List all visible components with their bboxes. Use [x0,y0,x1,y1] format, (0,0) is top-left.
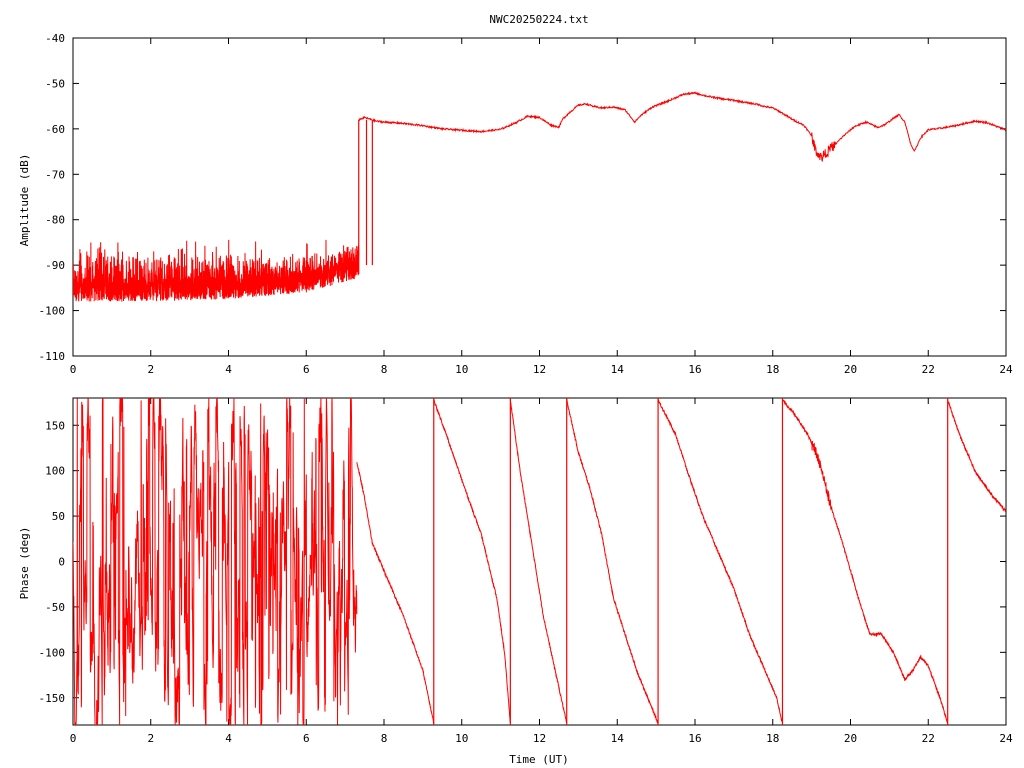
phase-x-tick-label: 4 [225,732,232,745]
phase-x-tick-label: 2 [147,732,154,745]
amplitude-x-tick-label: 4 [225,363,232,376]
phase-y-tick-label: 50 [52,510,65,523]
phase-x-tick-label: 16 [688,732,701,745]
phase-trace-segment [356,462,435,725]
amplitude-x-tick-label: 18 [766,363,779,376]
phase-axis-label: Phase (deg) [18,527,31,600]
phase-x-tick-label: 18 [766,732,779,745]
phase-x-tick-label: 0 [70,732,77,745]
amplitude-y-tick-label: -60 [45,123,65,136]
amplitude-x-tick-label: 2 [147,363,154,376]
amplitude-x-tick-label: 20 [844,363,857,376]
phase-x-tick-label: 22 [922,732,935,745]
phase-trace-segment [947,399,1006,513]
phase-x-tick-label: 14 [611,732,625,745]
phase-x-tick-label: 8 [381,732,388,745]
phase-y-tick-label: 0 [58,556,65,569]
phase-noise-trace [73,398,358,725]
amplitude-x-tick-label: 0 [70,363,77,376]
amplitude-chart: -40-50-60-70-80-90-100-110 0 2 4 6 8 10 12 14 16… [18,32,1013,376]
phase-y-tick-label: -100 [39,646,66,659]
phase-trace-segment [433,399,511,723]
phase-y-tick-label: -150 [39,692,66,705]
amplitude-plot-frame [72,37,1007,357]
chart-title: NWC20250224.txt [489,13,588,26]
time-axis-label: Time (UT) [509,753,569,766]
phase-series [73,398,1006,725]
phase-trace-segment [566,398,659,724]
phase-trace-segment [657,399,783,724]
amplitude-x-tick-label: 12 [533,363,546,376]
phase-y-ticks: 150 100 50 0 -50 -100 -150 [39,419,1006,705]
amplitude-y-tick-label: -50 [45,77,65,90]
amplitude-x-tick-label: 22 [922,363,935,376]
amplitude-trace [358,91,1006,162]
amplitude-x-tick-label: 10 [455,363,468,376]
phase-x-tick-label: 24 [999,732,1013,745]
phase-x-ticks: 0 2 4 6 8 10 12 14 16 18 20 22 24 [70,398,1013,745]
phase-y-tick-label: -50 [45,601,65,614]
phase-x-tick-label: 6 [303,732,310,745]
amplitude-x-ticks: 0 2 4 6 8 10 12 14 16 18 20 22 24 [70,38,1013,376]
amplitude-series [73,91,1006,302]
phase-trace-segment [782,399,949,724]
amplitude-y-tick-label: -90 [45,259,65,272]
amplitude-x-tick-label: 8 [381,363,388,376]
phase-x-tick-label: 20 [844,732,857,745]
amplitude-y-tick-label: -40 [45,32,65,45]
phase-x-tick-label: 10 [455,732,468,745]
phase-y-tick-label: 150 [45,419,65,432]
amplitude-y-ticks: -40 -50 -60 -70 -80 -90 -100 -110 [39,32,1006,363]
amplitude-y-tick-label: -100 [39,305,66,318]
amplitude-x-tick-label: 16 [688,363,701,376]
amplitude-y-tick-label: -70 [45,168,65,181]
phase-plot-frame [72,397,1007,726]
amplitude-axis-label: Amplitude (dB) [18,154,31,247]
phase-trace-segment [509,399,568,723]
amplitude-noise-trace [73,239,360,302]
amplitude-x-tick-label: 14 [611,363,625,376]
phase-y-tick-label: 100 [45,465,65,478]
amplitude-x-tick-label: 24 [999,363,1013,376]
amplitude-y-tick-label: -110 [39,350,66,363]
amplitude-y-tick-label: -80 [45,214,65,227]
amplitude-x-tick-label: 6 [303,363,310,376]
phase-x-tick-label: 12 [533,732,546,745]
